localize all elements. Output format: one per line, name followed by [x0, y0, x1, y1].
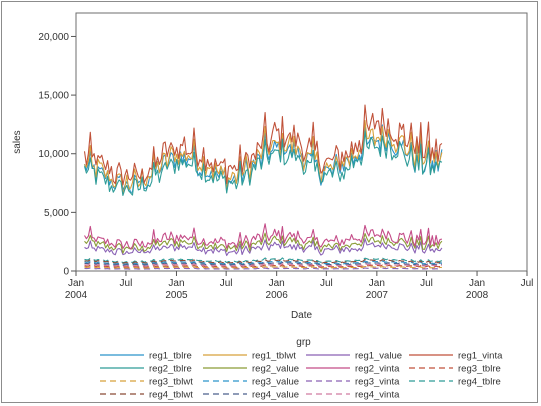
- series-line-reg2_value: [84, 232, 443, 254]
- legend-title: grp: [296, 337, 311, 348]
- x-tick-year-label: 2004: [65, 290, 88, 301]
- x-tick-label: Jan: [68, 278, 84, 289]
- series-line-reg3_value: [84, 260, 443, 266]
- series-layer: [83, 104, 443, 270]
- y-tick-label: 20,000: [38, 32, 69, 43]
- series-line-reg3_tblre: [84, 264, 442, 268]
- legend-label: reg1_tblwt: [252, 351, 296, 362]
- x-tick-year-label: 2007: [366, 290, 389, 301]
- x-tick-label: Jul: [120, 278, 133, 289]
- legend-label: reg1_value: [355, 351, 402, 362]
- legend-label: reg3_tblwt: [149, 377, 193, 388]
- series-line-reg4_value: [84, 261, 442, 267]
- legend-label: reg2_value: [252, 364, 299, 375]
- series-line-reg2_tblre: [83, 130, 443, 196]
- series-line-reg4_tblre: [84, 257, 443, 264]
- x-tick-year-label: 2006: [266, 290, 289, 301]
- x-tick-year-label: 2005: [165, 290, 188, 301]
- legend-label: reg2_tblre: [149, 364, 192, 375]
- x-tick-label: Jan: [469, 278, 485, 289]
- x-tick-label: Jul: [220, 278, 233, 289]
- x-tick-label: Jul: [521, 278, 534, 289]
- series-line-reg1_value: [84, 238, 443, 257]
- x-tick-label: Jul: [420, 278, 433, 289]
- series-line-reg4_vinta: [84, 262, 443, 268]
- x-tick-label: Jan: [269, 278, 285, 289]
- legend-label: reg4_vinta: [355, 390, 400, 401]
- x-tick-label: Jan: [369, 278, 385, 289]
- series-line-reg3_tblwt: [84, 265, 442, 269]
- legend-label: reg2_vinta: [355, 364, 400, 375]
- series-line-reg1_vinta: [83, 104, 443, 186]
- legend-label: reg3_tblre: [458, 364, 501, 375]
- x-tick-year-label: 2008: [466, 290, 489, 301]
- y-tick-label: 5,000: [44, 208, 69, 219]
- plot-area: [75, 12, 528, 272]
- legend-label: reg3_vinta: [355, 377, 400, 388]
- y-tick-label: 15,000: [38, 91, 69, 102]
- legend-label: reg1_vinta: [458, 351, 503, 362]
- legend-label: reg1_tblre: [149, 351, 192, 362]
- series-line-reg4_tblwt: [84, 258, 443, 265]
- legend-label: reg4_tblre: [458, 377, 501, 388]
- x-tick-label: Jan: [168, 278, 184, 289]
- y-axis-title: sales: [12, 130, 23, 153]
- legend-label: reg4_value: [252, 390, 299, 401]
- legend-label: reg4_tblwt: [149, 390, 193, 401]
- y-tick-label: 0: [63, 267, 69, 278]
- y-tick-label: 10,000: [38, 149, 69, 160]
- x-tick-label: Jul: [320, 278, 333, 289]
- legend-label: reg3_value: [252, 377, 299, 388]
- series-line-reg2_vinta: [84, 223, 443, 250]
- legend: grp reg1_tblre reg1_tblwt reg1_value reg1_v…: [100, 337, 503, 401]
- x-axis-title: Date: [291, 310, 313, 321]
- plot-border: [75, 12, 528, 272]
